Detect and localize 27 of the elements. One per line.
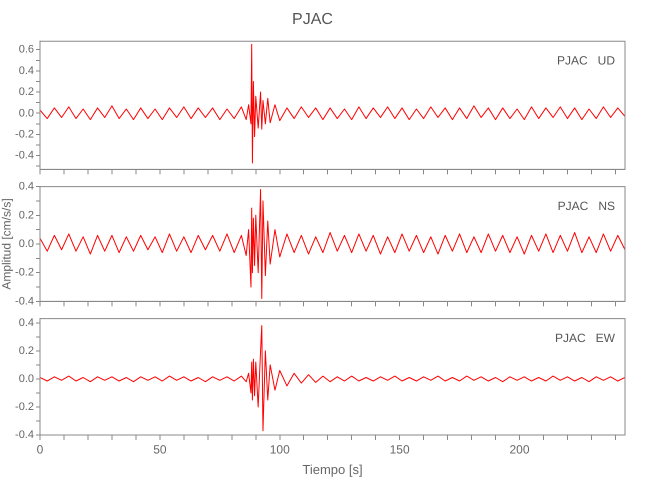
y-tick-label: 0.6 — [18, 44, 34, 56]
y-tick-label: 0.2 — [18, 209, 34, 222]
y-tick-label: 0.2 — [18, 86, 34, 98]
annotation: PJAC EW — [554, 330, 616, 345]
x-tick-label: 50 — [153, 442, 167, 457]
x-tick-label: 150 — [390, 442, 410, 457]
y-tick-label: 0.4 — [18, 64, 34, 77]
y-tick-label: -0.2 — [15, 400, 34, 413]
y-tick-label: -0.4 — [15, 295, 34, 308]
y-tick-label: 0.2 — [18, 344, 34, 357]
y-tick-label: 0.0 — [18, 238, 34, 250]
y-tick-label: -0.2 — [15, 128, 34, 140]
y-tick-label: 0.4 — [18, 180, 34, 193]
y-tick-label: -0.4 — [15, 429, 34, 442]
x-tick-label: 100 — [270, 442, 290, 457]
y-tick-label: 0.4 — [18, 316, 34, 329]
y-tick-label: 0.0 — [18, 107, 34, 120]
y-axis-title: Amplitud [cm/s/s] — [0, 198, 14, 290]
y-tick-label: -0.2 — [15, 266, 34, 279]
x-tick-label: 0 — [36, 442, 44, 457]
x-tick-label: 200 — [509, 442, 530, 457]
x-axis-title: Tiempo [s] — [302, 462, 363, 477]
annotation: PJAC UD — [556, 54, 616, 68]
annotation: PJAC NS — [558, 198, 615, 213]
chart-title: PJAC — [292, 11, 333, 28]
y-tick-label: 0.0 — [18, 372, 34, 385]
y-tick-label: -0.4 — [15, 150, 34, 162]
